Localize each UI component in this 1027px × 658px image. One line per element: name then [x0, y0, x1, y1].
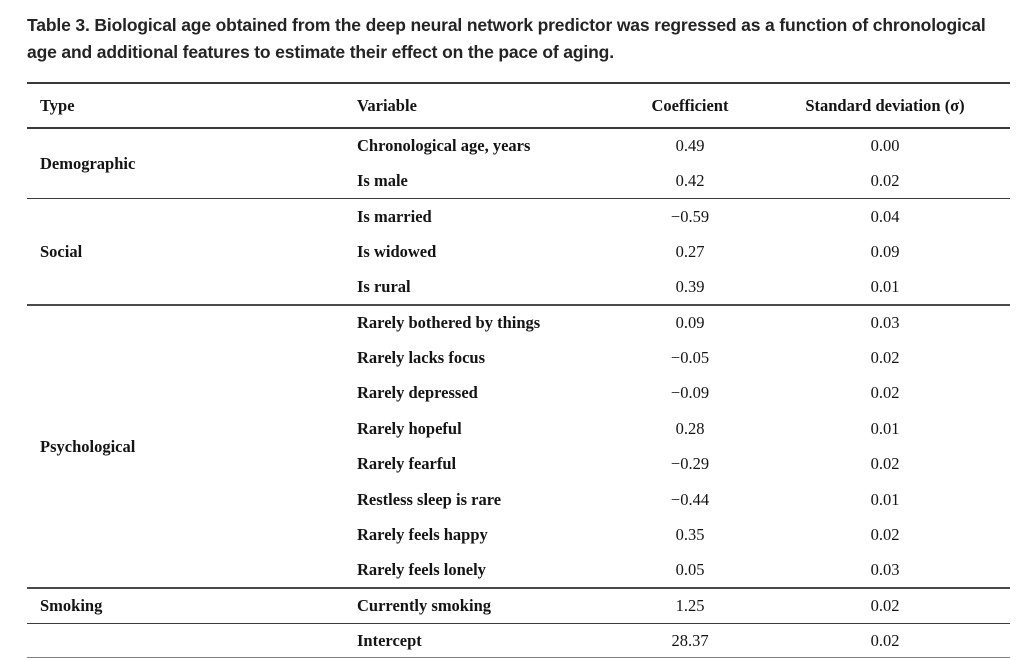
stddev-cell: 0.01: [870, 489, 900, 509]
variable-cell: Rarely depressed: [357, 383, 478, 403]
coefficient-cell: 0.27: [675, 241, 705, 261]
variable-cell: Rarely fearful: [357, 454, 457, 474]
stddev-cell: 0.02: [870, 348, 900, 368]
variable-cell: Is rural: [357, 276, 411, 296]
coefficient-cell: 28.37: [620, 622, 760, 658]
stddev-cell: 0.01: [870, 418, 900, 438]
stddev-cell: 0.09: [870, 241, 900, 261]
col-header-type: Type: [27, 83, 357, 129]
variable-cell: Rarely feels happy: [357, 524, 488, 544]
coefficient-cell: 0.05: [675, 559, 705, 579]
table-row: Is widowed 0.27 0.09: [27, 234, 1010, 269]
variable-cell: Currently smoking: [357, 587, 620, 624]
type-cell: Demographic: [40, 153, 136, 173]
variable-cell: Is male: [357, 170, 408, 190]
table-row: Is male 0.42 0.02: [27, 163, 1010, 198]
variable-cell: Chronological age, years: [357, 136, 531, 156]
coefficient-cell: 0.35: [675, 524, 705, 544]
coefficient-cell: 0.28: [675, 418, 705, 438]
col-header-variable: Variable: [357, 83, 620, 129]
type-cell: Social: [27, 198, 357, 305]
type-cell: Psychological: [27, 303, 357, 589]
col-header-coefficient: Coefficient: [620, 83, 760, 129]
coefficient-cell: −0.59: [620, 198, 760, 235]
variable-cell: Rarely bothered by things: [357, 303, 620, 341]
coefficient-cell: −0.09: [670, 383, 710, 403]
table-row: Rarely feels happy 0.35 0.02: [27, 517, 1010, 552]
col-header-stddev: Standard deviation (σ): [760, 83, 1010, 129]
stddev-cell: 0.04: [760, 198, 1010, 235]
coefficient-cell: −0.44: [670, 489, 710, 509]
stddev-cell: 0.01: [870, 276, 900, 296]
variable-cell: Rarely hopeful: [357, 418, 462, 438]
stddev-cell: 0.02: [870, 170, 900, 190]
stddev-cell: 0.02: [870, 524, 900, 544]
type-cell: [27, 622, 357, 658]
table-row: Restless sleep is rare −0.44 0.01: [27, 482, 1010, 517]
stddev-cell: 0.00: [870, 136, 900, 156]
stddev-cell: 0.03: [870, 559, 900, 579]
coefficient-cell: −0.05: [670, 348, 710, 368]
table-row: Rarely fearful −0.29 0.02: [27, 447, 1010, 482]
table-row: Rarely lacks focus −0.05 0.02: [27, 340, 1010, 375]
variable-cell: Intercept: [357, 622, 620, 658]
table-caption: Table 3. Biological age obtained from th…: [27, 15, 986, 62]
coefficient-cell: 0.39: [675, 276, 705, 296]
variable-cell: Rarely lacks focus: [357, 348, 486, 368]
stddev-cell: 0.02: [760, 622, 1010, 658]
table-row: Is rural 0.39 0.01: [27, 270, 1010, 305]
table-row: Social Is married −0.59 0.04: [27, 198, 1010, 305]
variable-cell: Is married: [357, 198, 620, 235]
table-row: Psychological Rarely bothered by things 0.…: [27, 303, 1010, 589]
stddev-cell: 0.02: [760, 587, 1010, 624]
table-row: Smoking Currently smoking 1.25 0.02: [27, 587, 1010, 624]
variable-cell: Is widowed: [357, 241, 437, 261]
stddev-cell: 0.02: [870, 383, 900, 403]
type-cell: Smoking: [27, 587, 357, 624]
stddev-cell: 0.02: [870, 454, 900, 474]
coefficient-cell: 1.25: [620, 587, 760, 624]
coefficient-cell: 0.09: [620, 303, 760, 341]
table-row: Rarely depressed −0.09 0.02: [27, 376, 1010, 411]
regression-table: Type Variable Coefficient Standard devia…: [27, 82, 1010, 658]
table-row: Rarely feels lonely 0.05 0.03: [27, 553, 1010, 588]
coefficient-cell: 0.49: [675, 136, 705, 156]
table-row: Intercept 28.37 0.02: [27, 622, 1010, 658]
variable-cell: Rarely feels lonely: [357, 559, 486, 579]
table-row: Rarely hopeful 0.28 0.01: [27, 411, 1010, 446]
table-row: Demographic Chronological age, years 0.49 0…: [27, 128, 1010, 172]
stddev-cell: 0.03: [760, 303, 1010, 341]
coefficient-cell: −0.29: [670, 454, 710, 474]
header-row: Type Variable Coefficient Standard devia…: [27, 83, 1010, 129]
variable-cell: Restless sleep is rare: [357, 489, 502, 509]
coefficient-cell: 0.42: [675, 170, 705, 190]
